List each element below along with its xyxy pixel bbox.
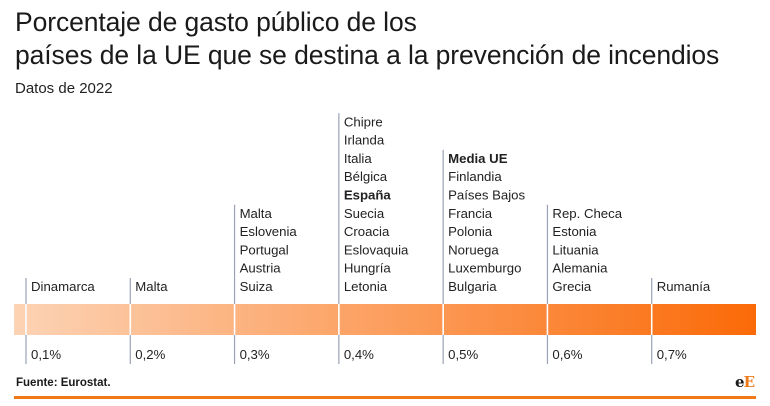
country-label: Grecia <box>552 279 592 294</box>
source-note: Fuente: Eurostat. <box>16 377 111 389</box>
country-label: Bulgaria <box>448 279 497 294</box>
country-label: Francia <box>448 206 493 221</box>
country-label: Bélgica <box>344 169 388 184</box>
footer-accent-line <box>14 396 756 399</box>
country-label: Países Bajos <box>448 188 525 203</box>
country-label: Lituania <box>552 242 599 257</box>
country-label: Estonia <box>552 224 597 239</box>
country-label: Chipre <box>344 114 383 129</box>
country-label: Alemania <box>552 261 608 276</box>
country-label: Letonia <box>344 279 388 294</box>
country-label: Rep. Checa <box>552 206 622 221</box>
country-label: Dinamarca <box>31 279 95 294</box>
value-label: 0,4% <box>344 347 374 362</box>
country-label: Eslovenia <box>240 224 298 239</box>
country-label: Italia <box>344 151 373 166</box>
value-label: 0,7% <box>657 347 687 362</box>
value-label: 0,6% <box>552 347 582 362</box>
country-label: Luxemburgo <box>448 261 521 276</box>
chart-subtitle: Datos de 2022 <box>15 80 113 97</box>
country-label: Suiza <box>240 279 274 294</box>
title-line-2: países de la UE que se destina a la prev… <box>15 40 720 70</box>
country-label: Polonia <box>448 224 493 239</box>
country-label: Eslovaquia <box>344 242 409 257</box>
country-label: Portugal <box>240 242 289 257</box>
country-label: Suecia <box>344 206 385 221</box>
country-label: Noruega <box>448 242 499 257</box>
value-label: 0,1% <box>31 347 61 362</box>
country-label: Irlanda <box>344 133 385 148</box>
country-label: Media UE <box>448 151 508 166</box>
country-label: Finlandia <box>448 169 502 184</box>
brand-logo: eE <box>735 373 755 391</box>
value-label: 0,3% <box>240 347 270 362</box>
country-label: Malta <box>240 206 273 221</box>
title-line-1: Porcentaje de gasto público de los <box>15 7 417 37</box>
logo-letter-e: e <box>735 373 744 391</box>
logo-letter-capital-e: E <box>743 373 755 391</box>
country-label: Malta <box>135 279 168 294</box>
value-label: 0,5% <box>448 347 478 362</box>
country-label: Austria <box>240 261 282 276</box>
country-label: España <box>344 188 392 203</box>
country-label: Rumanía <box>657 279 711 294</box>
country-label: Hungría <box>344 261 392 276</box>
value-label: 0,2% <box>135 347 165 362</box>
gradient-bar <box>14 304 756 335</box>
country-label: Croacia <box>344 224 390 239</box>
chart-title: Porcentaje de gasto público de los paíse… <box>15 6 760 72</box>
